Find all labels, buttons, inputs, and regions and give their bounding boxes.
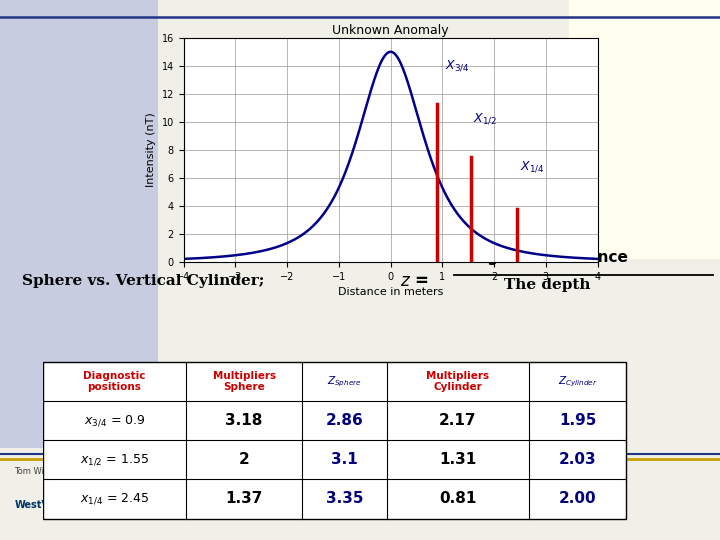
Text: 3.35: 3.35	[325, 491, 364, 507]
Text: 3.18: 3.18	[225, 413, 263, 428]
Text: The depth: The depth	[504, 278, 590, 292]
Text: 2.03: 2.03	[559, 453, 597, 467]
Polygon shape	[569, 0, 720, 259]
Text: $x_{3/4}$ = 0.9: $x_{3/4}$ = 0.9	[84, 413, 145, 428]
Text: Multipliers
Sphere: Multipliers Sphere	[212, 370, 276, 392]
Text: 1.95: 1.95	[559, 413, 596, 428]
Text: 2.17: 2.17	[439, 413, 477, 428]
Text: 3.1: 3.1	[331, 453, 358, 467]
Text: $Z_{Cylinder}$: $Z_{Cylinder}$	[558, 374, 598, 389]
Text: 2: 2	[239, 453, 249, 467]
Text: $X_{1/4}$: $X_{1/4}$	[520, 159, 544, 174]
Text: 2.86: 2.86	[325, 413, 364, 428]
Text: $x_{1/2}$ = 1.55: $x_{1/2}$ = 1.55	[80, 453, 149, 467]
Text: $x_{1/4}$ = 2.45: $x_{1/4}$ = 2.45	[80, 491, 149, 507]
Text: $z$ =: $z$ =	[400, 272, 428, 290]
Text: 1.37: 1.37	[225, 491, 263, 507]
Text: 0.81: 0.81	[439, 491, 477, 507]
Text: Diagnostic
positions: Diagnostic positions	[84, 370, 145, 392]
Text: 2.00: 2.00	[559, 491, 597, 507]
Text: $X_{3/4}$: $X_{3/4}$	[445, 58, 469, 73]
Text: diagnostic distance: diagnostic distance	[461, 249, 628, 265]
Text: 1.31: 1.31	[439, 453, 477, 467]
Text: Multipliers
Cylinder: Multipliers Cylinder	[426, 370, 490, 392]
Polygon shape	[0, 0, 158, 448]
Text: WestVirginiaUniversity: WestVirginiaUniversity	[14, 500, 142, 510]
X-axis label: Distance in meters: Distance in meters	[338, 287, 444, 297]
Text: $X_{1/2}$: $X_{1/2}$	[474, 112, 498, 126]
Title: Unknown Anomaly: Unknown Anomaly	[333, 24, 449, 37]
Text: Tom Wilson, Department of Geology and Geography: Tom Wilson, Department of Geology and Ge…	[14, 467, 234, 476]
Bar	[43, 362, 626, 518]
Text: $Z_{Sphere}$: $Z_{Sphere}$	[327, 374, 362, 389]
Y-axis label: Intensity (nT): Intensity (nT)	[146, 112, 156, 187]
Text: Sphere vs. Vertical Cylinder;: Sphere vs. Vertical Cylinder;	[22, 274, 264, 288]
